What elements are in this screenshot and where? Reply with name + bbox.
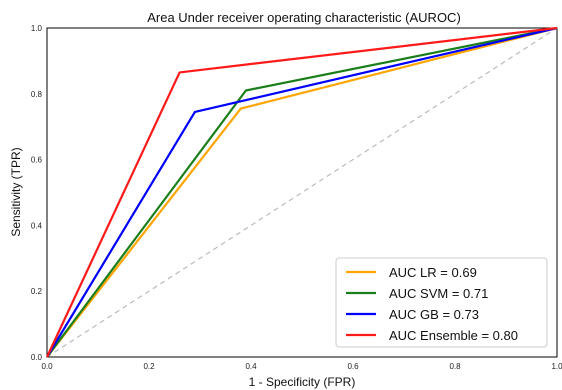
reference-line [46, 27, 558, 358]
x-tick-label: 1.0 [551, 362, 562, 371]
y-axis-title: Sensitivity (TPR) [9, 147, 23, 236]
y-tick-label: 0.2 [31, 287, 43, 296]
series-lines [46, 26, 558, 358]
y-tick-label: 0.4 [31, 221, 43, 230]
series-line-3 [46, 26, 558, 358]
legend-label-2: AUC GB = 0.73 [389, 307, 479, 322]
legend-label-1: AUC SVM = 0.71 [389, 286, 488, 301]
legend-box [335, 257, 548, 348]
y-tick-label: 1.0 [31, 24, 43, 33]
legend-label-3: AUC Ensemble = 0.80 [389, 328, 518, 343]
legend: AUC LR = 0.69 AUC SVM = 0.71 AUC GB = 0.73… [335, 257, 548, 348]
x-tick-labels: 0.0 0.2 0.4 0.6 0.8 1.0 [41, 362, 562, 371]
chart-title: Area Under receiver operating characteri… [147, 10, 461, 25]
x-tick-label: 0.6 [347, 362, 359, 371]
y-tick-label: 0.8 [31, 90, 43, 99]
y-tick-labels: 0.0 0.2 0.4 0.6 0.8 1.0 [31, 24, 43, 362]
x-tick-label: 0.8 [449, 362, 461, 371]
series-line-0 [46, 26, 558, 358]
x-tick-label: 0.2 [143, 362, 155, 371]
series-line-1 [46, 26, 558, 358]
x-tick-label: 0.4 [245, 362, 257, 371]
y-tick-label: 0.0 [31, 353, 43, 362]
x-axis-title: 1 - Specificity (FPR) [249, 375, 356, 389]
reference-diagonal [46, 27, 558, 358]
legend-label-0: AUC LR = 0.69 [389, 265, 477, 280]
x-tick-label: 0.0 [41, 362, 53, 371]
series-line-2 [46, 26, 558, 358]
y-tick-label: 0.6 [31, 156, 43, 165]
